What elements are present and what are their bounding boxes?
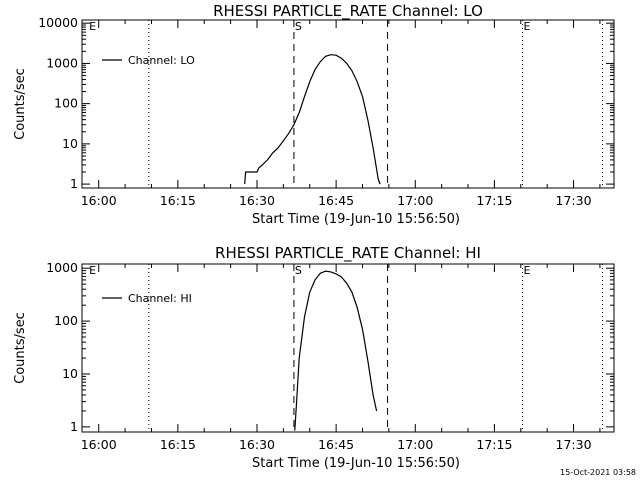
y-tick-label: 1 xyxy=(70,176,78,191)
x-axis-label: Start Time (19-Jun-10 15:56:50) xyxy=(252,456,460,471)
event-marker-label: E xyxy=(524,20,531,33)
x-tick-label: 16:15 xyxy=(160,437,196,452)
series-line xyxy=(244,54,381,185)
x-tick-label: 16:45 xyxy=(318,193,354,208)
y-tick-label: 1000 xyxy=(46,260,78,275)
x-tick-label: 16:30 xyxy=(239,193,275,208)
x-tick-label: 17:00 xyxy=(397,193,433,208)
y-tick-label: 10000 xyxy=(38,15,78,30)
x-tick-label: 17:15 xyxy=(476,193,512,208)
x-tick-label: 16:00 xyxy=(81,437,117,452)
plot-frame xyxy=(81,19,615,189)
x-tick-label: 17:30 xyxy=(556,437,592,452)
x-tick-label: 17:30 xyxy=(556,193,592,208)
x-tick-label: 16:45 xyxy=(318,437,354,452)
y-tick-label: 100 xyxy=(54,313,78,328)
event-marker-label: S xyxy=(295,20,302,33)
legend-entry: Channel: LO xyxy=(128,54,195,67)
event-marker-label: S xyxy=(295,264,302,277)
generation-timestamp: 15-Oct-2021 03:58 xyxy=(560,468,636,477)
y-tick-label: 100 xyxy=(54,96,78,111)
x-tick-label: 16:30 xyxy=(239,437,275,452)
x-axis-label: Start Time (19-Jun-10 15:56:50) xyxy=(252,212,460,227)
y-tick-label: 10 xyxy=(62,136,78,151)
event-marker-label: E xyxy=(524,264,531,277)
event-marker-label: E xyxy=(89,264,96,277)
x-tick-label: 16:15 xyxy=(160,193,196,208)
x-tick-label: 17:00 xyxy=(397,437,433,452)
event-marker-label: E xyxy=(89,20,96,33)
y-tick-label: 10 xyxy=(62,366,78,381)
y-tick-label: 1 xyxy=(70,419,78,434)
y-tick-label: 1000 xyxy=(46,55,78,70)
chart-title: RHESSI PARTICLE_RATE Channel: HI xyxy=(215,244,481,263)
plot-frame xyxy=(81,263,615,433)
x-tick-label: 17:15 xyxy=(476,437,512,452)
series-line xyxy=(294,270,378,431)
y-axis-label: Counts/sec xyxy=(13,68,28,140)
legend-entry: Channel: HI xyxy=(128,292,192,305)
x-tick-label: 16:00 xyxy=(81,193,117,208)
chart-title: RHESSI PARTICLE_RATE Channel: LO xyxy=(213,2,483,21)
y-axis-label: Counts/sec xyxy=(13,312,28,384)
